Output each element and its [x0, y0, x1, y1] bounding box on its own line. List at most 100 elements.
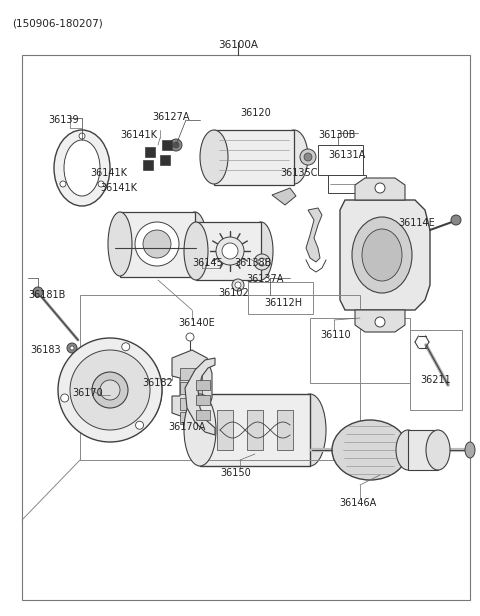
Bar — [196, 380, 210, 390]
Ellipse shape — [108, 212, 132, 276]
Polygon shape — [355, 310, 405, 332]
Ellipse shape — [200, 130, 228, 184]
Text: 36140E: 36140E — [178, 318, 215, 328]
Circle shape — [170, 139, 182, 151]
Bar — [143, 160, 153, 170]
Text: 36146A: 36146A — [339, 498, 377, 508]
Bar — [200, 394, 310, 466]
Ellipse shape — [332, 420, 408, 480]
Bar — [410, 330, 462, 410]
Circle shape — [258, 258, 266, 266]
Bar — [318, 145, 363, 175]
Text: 36181B: 36181B — [28, 290, 65, 300]
Text: 36102: 36102 — [218, 288, 249, 298]
Polygon shape — [306, 208, 322, 262]
Text: 36137A: 36137A — [246, 274, 283, 284]
Circle shape — [375, 183, 385, 193]
Circle shape — [92, 372, 128, 408]
Bar — [22, 55, 470, 600]
Circle shape — [186, 333, 194, 341]
Bar — [162, 140, 172, 150]
Bar — [247, 410, 263, 450]
Ellipse shape — [396, 430, 420, 470]
Polygon shape — [340, 200, 430, 310]
Ellipse shape — [184, 394, 216, 466]
Ellipse shape — [280, 130, 308, 184]
Circle shape — [70, 346, 74, 350]
Circle shape — [300, 149, 316, 165]
Circle shape — [235, 282, 241, 288]
Circle shape — [122, 342, 130, 351]
Text: 36145: 36145 — [192, 258, 223, 268]
Text: 36141K: 36141K — [120, 130, 157, 140]
Ellipse shape — [465, 442, 475, 458]
Circle shape — [60, 394, 69, 402]
Wedge shape — [142, 364, 162, 416]
Text: 36141K: 36141K — [90, 168, 127, 178]
Bar — [80, 295, 360, 460]
Text: 36110: 36110 — [320, 330, 350, 340]
Text: 36138B: 36138B — [234, 258, 271, 268]
Bar — [214, 130, 294, 185]
Circle shape — [67, 343, 77, 353]
Bar — [196, 222, 261, 280]
Bar — [196, 410, 210, 420]
Polygon shape — [355, 178, 405, 200]
Bar — [277, 410, 293, 450]
Text: 36135C: 36135C — [280, 168, 317, 178]
Circle shape — [58, 338, 162, 442]
Text: 36170A: 36170A — [168, 422, 205, 432]
Circle shape — [304, 153, 312, 161]
Text: 36182: 36182 — [142, 378, 173, 388]
Ellipse shape — [64, 140, 100, 196]
Text: 36211: 36211 — [420, 375, 451, 385]
Ellipse shape — [294, 394, 326, 466]
Circle shape — [60, 181, 66, 187]
Circle shape — [100, 380, 120, 400]
Circle shape — [70, 350, 150, 430]
Bar — [408, 430, 438, 470]
Bar — [310, 318, 410, 383]
Text: 36131A: 36131A — [328, 150, 365, 160]
Bar — [217, 410, 233, 450]
Text: 36139: 36139 — [48, 115, 79, 125]
Bar — [160, 155, 170, 165]
Text: 36130B: 36130B — [318, 130, 355, 140]
Bar — [145, 147, 155, 157]
Circle shape — [216, 237, 244, 265]
Circle shape — [33, 287, 43, 297]
Text: 36127A: 36127A — [152, 112, 190, 122]
Bar — [180, 398, 202, 410]
Ellipse shape — [183, 212, 207, 276]
Bar — [328, 175, 366, 193]
Circle shape — [254, 254, 270, 270]
Text: 36170: 36170 — [72, 388, 103, 398]
Circle shape — [135, 421, 144, 429]
Ellipse shape — [54, 130, 110, 206]
Ellipse shape — [184, 222, 208, 280]
Ellipse shape — [352, 217, 412, 293]
Bar — [120, 212, 195, 277]
Text: 36183: 36183 — [30, 345, 60, 355]
Circle shape — [451, 215, 461, 225]
Text: 36114E: 36114E — [398, 218, 435, 228]
Ellipse shape — [249, 222, 273, 280]
Text: 36120: 36120 — [240, 108, 271, 118]
Bar — [180, 368, 202, 380]
Polygon shape — [185, 358, 215, 435]
Bar — [180, 382, 202, 394]
Circle shape — [173, 142, 179, 148]
Text: 36112H: 36112H — [264, 298, 302, 308]
Text: 36150: 36150 — [221, 468, 252, 478]
Bar — [180, 412, 202, 424]
Text: (150906-180207): (150906-180207) — [12, 18, 103, 28]
Ellipse shape — [426, 430, 450, 470]
Bar — [248, 282, 313, 314]
Circle shape — [79, 133, 85, 139]
Text: 36141K: 36141K — [100, 183, 137, 193]
Text: 36100A: 36100A — [218, 40, 258, 50]
Circle shape — [98, 181, 104, 187]
Circle shape — [222, 243, 238, 259]
Polygon shape — [172, 350, 212, 420]
Bar — [196, 395, 210, 405]
